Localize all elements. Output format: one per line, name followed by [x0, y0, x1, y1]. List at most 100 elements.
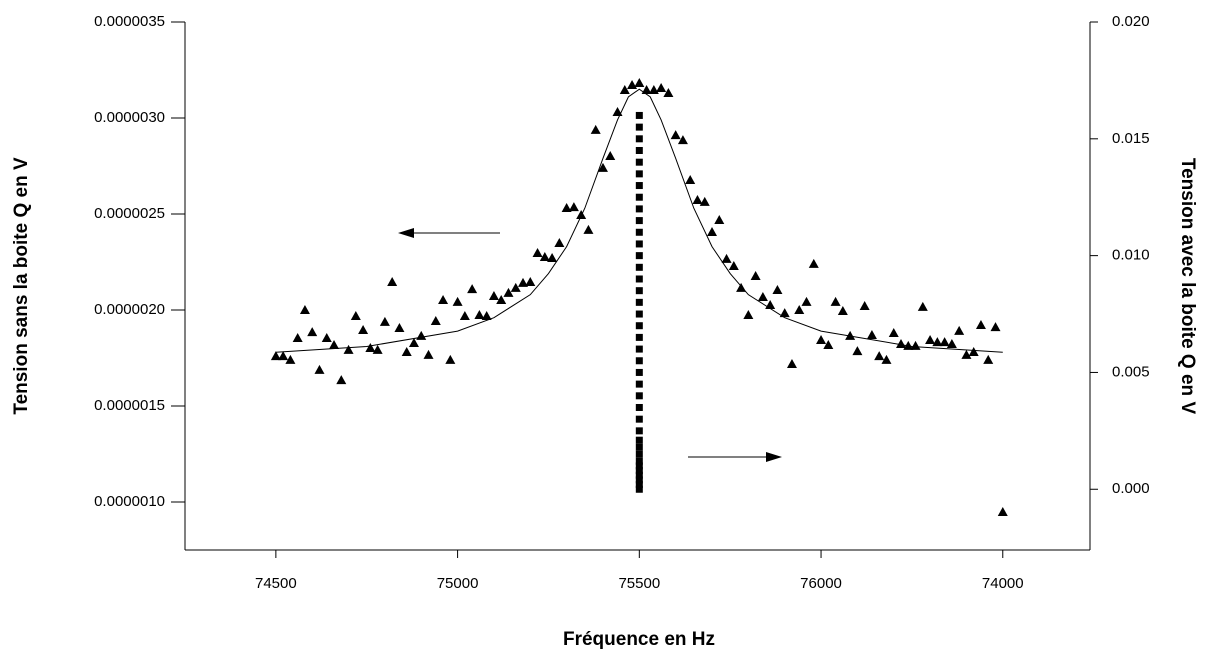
square-marker: [635, 287, 643, 295]
square-marker: [635, 135, 643, 143]
y2-tick-label: 0.020: [1112, 13, 1150, 30]
triangle-marker: [510, 282, 521, 292]
y-tick-label: 0.0000025: [94, 205, 165, 222]
triangle-marker: [925, 334, 936, 344]
square-marker: [635, 182, 643, 190]
y2-axis-label: Tension avec la boite Q en V: [1177, 158, 1198, 415]
square-marker: [635, 252, 643, 260]
y2-tick-label: 0.000: [1112, 480, 1150, 497]
square-marker: [635, 345, 643, 353]
triangle-marker: [481, 310, 492, 320]
square-marker: [635, 457, 643, 465]
square-marker: [635, 368, 643, 376]
x-tick-label: 75500: [618, 575, 660, 592]
triangle-marker: [845, 330, 856, 340]
triangle-marker: [816, 334, 827, 344]
triangle-marker: [707, 227, 718, 237]
y2-tick-label: 0.010: [1112, 247, 1150, 264]
y2-tick-label: 0.015: [1112, 130, 1150, 147]
triangle-marker: [699, 196, 710, 206]
square-marker: [635, 427, 643, 435]
triangle-marker: [983, 354, 994, 364]
y-tick-label: 0.0000010: [94, 493, 165, 510]
square-marker: [635, 443, 643, 451]
triangle-marker: [619, 84, 630, 94]
triangle-marker: [917, 301, 928, 311]
square-marker: [635, 415, 643, 423]
square-marker: [635, 310, 643, 318]
triangle-marker: [990, 322, 1001, 332]
square-marker: [635, 392, 643, 400]
square-marker: [635, 123, 643, 131]
triangle-marker: [372, 344, 383, 354]
triangle-marker: [750, 271, 761, 281]
square-marker: [635, 481, 643, 489]
triangle-marker: [728, 261, 739, 271]
triangle-marker: [656, 83, 667, 93]
triangle-marker: [343, 344, 354, 354]
triangle-marker: [692, 194, 703, 204]
square-marker: [635, 467, 643, 475]
triangle-marker: [859, 300, 870, 310]
triangle-marker: [946, 338, 957, 348]
triangle-marker: [605, 151, 616, 161]
square-marker: [635, 471, 643, 479]
triangle-marker: [365, 343, 376, 353]
square-marker: [635, 217, 643, 225]
square-marker: [635, 170, 643, 178]
triangle-marker: [808, 258, 819, 268]
triangle-marker: [496, 295, 507, 305]
square-marker: [635, 228, 643, 236]
triangle-marker: [866, 329, 877, 339]
triangle-marker: [539, 252, 550, 262]
square-marker: [635, 322, 643, 330]
triangle-marker: [772, 285, 783, 295]
square-marker: [635, 380, 643, 388]
square-marker: [635, 462, 643, 470]
triangle-marker: [321, 333, 332, 343]
square-marker: [635, 436, 643, 444]
triangle-marker: [401, 347, 412, 357]
triangle-marker: [670, 130, 681, 140]
triangle-marker: [350, 310, 361, 320]
triangle-marker: [714, 214, 725, 224]
square-marker: [635, 403, 643, 411]
triangle-marker: [379, 316, 390, 326]
x-tick-label: 75000: [437, 575, 479, 592]
square-marker: [635, 333, 643, 341]
triangle-marker: [881, 354, 892, 364]
triangle-marker: [823, 339, 834, 349]
x-tick-label: 76000: [800, 575, 842, 592]
triangle-marker: [554, 237, 565, 247]
triangle-marker: [874, 351, 885, 361]
triangle-marker: [532, 247, 543, 257]
triangle-marker: [634, 78, 645, 88]
triangle-marker: [445, 354, 456, 364]
triangle-marker: [663, 88, 674, 98]
triangle-marker: [939, 337, 950, 347]
square-marker: [635, 357, 643, 365]
triangle-marker: [430, 315, 441, 325]
triangle-marker: [975, 319, 986, 329]
y-tick-label: 0.0000015: [94, 397, 165, 414]
triangle-marker: [765, 300, 776, 310]
triangle-marker: [416, 330, 427, 340]
triangle-marker: [779, 308, 790, 318]
triangle-marker: [503, 287, 514, 297]
triangle-marker: [278, 351, 289, 361]
triangle-marker: [394, 323, 405, 333]
fit-line: [275, 88, 1003, 353]
triangle-marker: [794, 305, 805, 314]
triangle-marker: [954, 325, 965, 335]
square-marker: [635, 485, 643, 493]
triangle-marker: [721, 253, 732, 263]
y-axis-label: Tension sans la boite Q en V: [11, 157, 32, 415]
triangle-marker: [568, 202, 579, 212]
square-marker: [635, 298, 643, 306]
arrow-left: [398, 228, 500, 238]
square-marker: [635, 263, 643, 271]
triangle-marker: [837, 305, 848, 315]
square-marker: [635, 205, 643, 213]
triangle-marker: [488, 290, 499, 300]
